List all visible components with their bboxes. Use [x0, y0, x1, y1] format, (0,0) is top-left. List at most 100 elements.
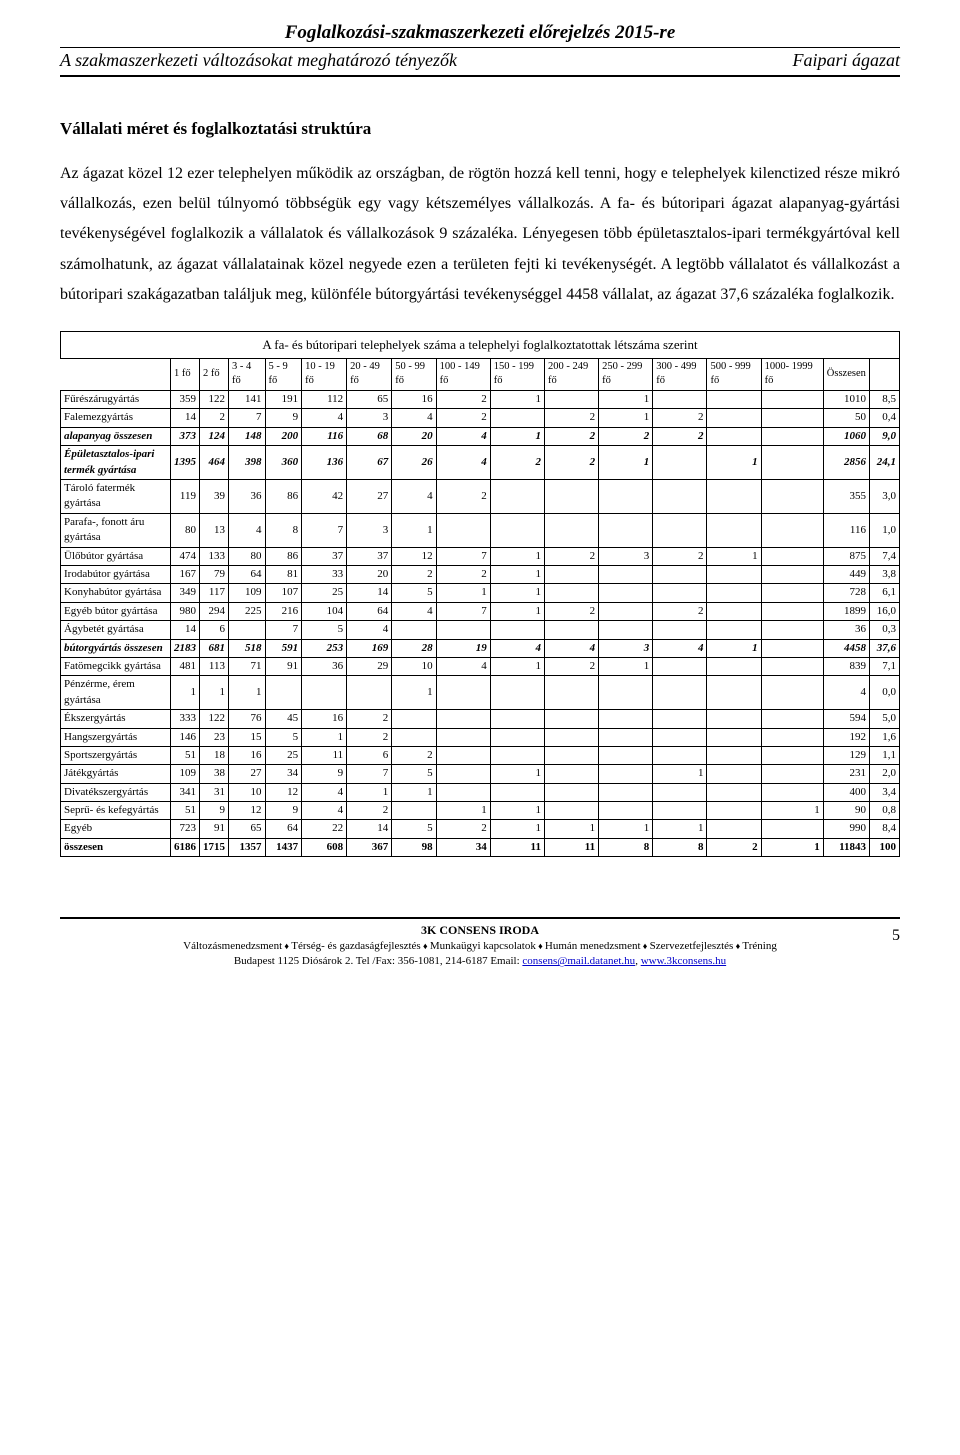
table-cell [761, 480, 823, 514]
table-cell: 1437 [265, 838, 302, 856]
table-cell: 8 [599, 838, 653, 856]
table-cell [761, 446, 823, 480]
table-cell [653, 513, 707, 547]
table-row: összesen61861715135714376083679834111188… [61, 838, 900, 856]
table-cell [599, 566, 653, 584]
column-header: 3 - 4 fő [229, 358, 266, 390]
table-cell [392, 621, 436, 639]
table-cell: 64 [347, 602, 392, 620]
table-cell: 16,0 [870, 602, 900, 620]
table-cell: 1 [707, 547, 761, 565]
table-cell: 18 [200, 746, 229, 764]
table-cell [599, 513, 653, 547]
row-label: Fatömegcikk gyártása [61, 657, 171, 675]
table-cell [761, 639, 823, 657]
table-cell: 27 [229, 765, 266, 783]
table-cell [599, 621, 653, 639]
doc-header-row: A szakmaszerkezeti változásokat meghatár… [60, 48, 900, 77]
table-cell [544, 710, 598, 728]
table-cell: 122 [200, 391, 229, 409]
table-cell [653, 446, 707, 480]
table-cell: 6 [347, 746, 392, 764]
table-cell: 0,8 [870, 802, 900, 820]
table-cell: 2 [436, 480, 490, 514]
table-cell [653, 676, 707, 710]
row-label: Ágybetét gyártása [61, 621, 171, 639]
table-cell: 1010 [823, 391, 869, 409]
table-row: Irodabútor gyártása16779648133202214493,… [61, 566, 900, 584]
table-cell: 98 [392, 838, 436, 856]
table-row: Sportszergyártás5118162511621291,1 [61, 746, 900, 764]
table-cell: 294 [200, 602, 229, 620]
table-cell: 594 [823, 710, 869, 728]
footer-url-link[interactable]: www.3kconsens.hu [641, 955, 726, 967]
column-header: 1000- 1999 fő [761, 358, 823, 390]
table-cell [436, 728, 490, 746]
table-cell: 16 [302, 710, 347, 728]
table-cell: 9 [302, 765, 347, 783]
table-cell [761, 783, 823, 801]
table-cell: 34 [436, 838, 490, 856]
column-header: 20 - 49 fő [347, 358, 392, 390]
table-cell [436, 710, 490, 728]
table-cell: 6186 [171, 838, 200, 856]
table-cell: 65 [347, 391, 392, 409]
table-cell: 333 [171, 710, 200, 728]
table-cell [761, 657, 823, 675]
table-cell: 2 [392, 566, 436, 584]
table-cell [544, 676, 598, 710]
footer-service-item: Humán menedzsment [545, 940, 641, 952]
page-number: 5 [892, 925, 900, 947]
table-cell: 4 [490, 639, 544, 657]
doc-header-title: Foglalkozási-szakmaszerkezeti előrejelzé… [60, 20, 900, 48]
table-row: alapanyag összesen3731241482001166820412… [61, 427, 900, 445]
table-cell: 2 [392, 746, 436, 764]
table-cell [653, 621, 707, 639]
table-cell: 3,0 [870, 480, 900, 514]
table-cell: 15 [229, 728, 266, 746]
table-cell [599, 676, 653, 710]
table-cell [599, 584, 653, 602]
table-cell: 192 [823, 728, 869, 746]
table-cell: 36 [229, 480, 266, 514]
table-cell: 64 [265, 820, 302, 838]
table-cell: 474 [171, 547, 200, 565]
table-cell: 1395 [171, 446, 200, 480]
table-cell: 11 [490, 838, 544, 856]
table-cell: 76 [229, 710, 266, 728]
table-cell: 11 [302, 746, 347, 764]
table-cell [599, 710, 653, 728]
table-cell: 990 [823, 820, 869, 838]
table-cell [544, 584, 598, 602]
footer-email-link[interactable]: consens@mail.datanet.hu [522, 955, 635, 967]
table-cell: 2 [544, 657, 598, 675]
table-cell: 79 [200, 566, 229, 584]
table-cell: 3 [599, 639, 653, 657]
diamond-separator: ♦ [536, 941, 545, 951]
table-cell: 65 [229, 820, 266, 838]
column-header: 10 - 19 fő [302, 358, 347, 390]
table-cell: 1 [171, 676, 200, 710]
footer-service-item: Tréning [742, 940, 776, 952]
table-cell: 14 [171, 409, 200, 427]
table-cell: 1 [490, 765, 544, 783]
table-cell: 86 [265, 480, 302, 514]
header-left: A szakmaszerkezeti változásokat meghatár… [60, 48, 457, 73]
column-header: 2 fő [200, 358, 229, 390]
table-row: Seprű- és kefegyártás51912942111900,8 [61, 802, 900, 820]
table-cell [761, 676, 823, 710]
table-cell [436, 746, 490, 764]
table-cell [653, 802, 707, 820]
table-cell: 518 [229, 639, 266, 657]
table-row: Konyhabútor gyártása34911710910725145117… [61, 584, 900, 602]
table-cell: 5 [392, 820, 436, 838]
table-cell: 2 [347, 728, 392, 746]
table-cell [707, 409, 761, 427]
table-cell: 225 [229, 602, 266, 620]
table-cell: 14 [171, 621, 200, 639]
table-cell: 398 [229, 446, 266, 480]
table-cell [490, 480, 544, 514]
table-cell [544, 566, 598, 584]
table-cell: 34 [265, 765, 302, 783]
table-cell: 0,4 [870, 409, 900, 427]
